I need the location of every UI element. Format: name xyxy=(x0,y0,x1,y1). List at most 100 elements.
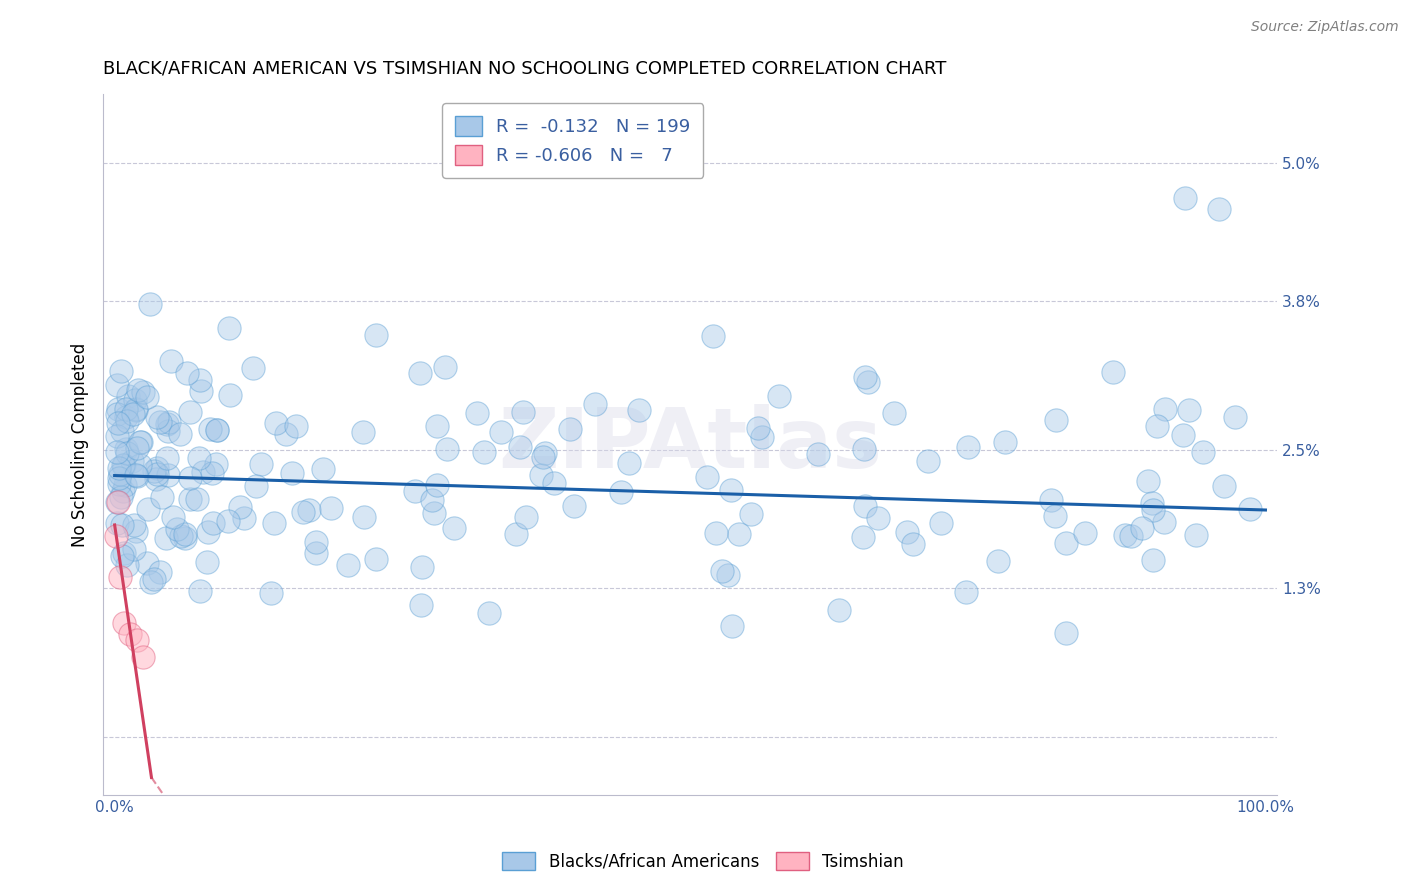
Point xyxy=(112,546,135,560)
Point xyxy=(512,405,534,419)
Point xyxy=(107,402,129,417)
Point xyxy=(112,483,135,498)
Point xyxy=(229,500,252,515)
Point xyxy=(124,524,146,538)
Point xyxy=(233,510,256,524)
Point xyxy=(124,517,146,532)
Point xyxy=(1171,427,1194,442)
Point xyxy=(136,556,159,570)
Point xyxy=(115,442,138,456)
Point xyxy=(105,429,128,443)
Point xyxy=(853,499,876,513)
Point xyxy=(198,422,221,436)
Point xyxy=(443,521,465,535)
Point xyxy=(901,536,924,550)
Point xyxy=(107,476,129,491)
Point xyxy=(987,554,1010,568)
Point xyxy=(352,425,374,440)
Point xyxy=(217,514,239,528)
Point xyxy=(250,457,273,471)
Point xyxy=(285,418,308,433)
Point xyxy=(117,389,139,403)
Point xyxy=(509,440,531,454)
Point xyxy=(562,500,585,514)
Point xyxy=(1114,528,1136,542)
Point xyxy=(218,321,240,335)
Y-axis label: No Schooling Completed: No Schooling Completed xyxy=(72,343,89,547)
Point xyxy=(426,478,449,492)
Point xyxy=(264,416,287,430)
Point xyxy=(141,575,163,590)
Point xyxy=(1208,202,1230,217)
Point xyxy=(260,586,283,600)
Point xyxy=(531,450,554,465)
Point xyxy=(747,420,769,434)
Point xyxy=(1174,191,1197,205)
Point xyxy=(207,423,229,437)
Point xyxy=(883,406,905,420)
Point xyxy=(263,516,285,531)
Point xyxy=(710,564,733,578)
Point xyxy=(114,477,136,491)
Point xyxy=(1136,474,1159,488)
Point xyxy=(108,467,131,482)
Point xyxy=(127,468,149,483)
Point xyxy=(132,649,155,664)
Point xyxy=(1223,410,1246,425)
Point xyxy=(170,529,193,543)
Point xyxy=(107,417,129,431)
Point xyxy=(105,407,128,421)
Text: ZIPAtlas: ZIPAtlas xyxy=(498,404,882,485)
Point xyxy=(115,414,138,428)
Point xyxy=(957,440,980,454)
Point xyxy=(628,403,651,417)
Point xyxy=(827,603,849,617)
Point xyxy=(186,492,208,507)
Point xyxy=(1140,496,1163,510)
Point xyxy=(955,585,977,599)
Point xyxy=(1177,403,1199,417)
Point xyxy=(696,470,718,484)
Point xyxy=(149,415,172,429)
Point xyxy=(1239,501,1261,516)
Point xyxy=(740,507,762,521)
Point xyxy=(110,364,132,378)
Point xyxy=(297,503,319,517)
Point xyxy=(1102,365,1125,379)
Point xyxy=(132,385,155,400)
Point xyxy=(188,450,211,465)
Point xyxy=(292,505,315,519)
Point xyxy=(1045,413,1067,427)
Point xyxy=(108,460,131,475)
Point xyxy=(364,552,387,566)
Point xyxy=(1142,553,1164,567)
Point xyxy=(433,360,456,375)
Point xyxy=(409,366,432,380)
Text: Source: ZipAtlas.com: Source: ZipAtlas.com xyxy=(1251,20,1399,34)
Point xyxy=(366,328,388,343)
Point xyxy=(717,567,740,582)
Point xyxy=(353,509,375,524)
Point xyxy=(149,565,172,579)
Point xyxy=(478,606,501,620)
Point xyxy=(110,491,132,505)
Point xyxy=(145,472,167,486)
Text: BLACK/AFRICAN AMERICAN VS TSIMSHIAN NO SCHOOLING COMPLETED CORRELATION CHART: BLACK/AFRICAN AMERICAN VS TSIMSHIAN NO S… xyxy=(103,60,946,78)
Point xyxy=(135,390,157,404)
Point xyxy=(1192,445,1215,459)
Point xyxy=(155,531,177,545)
Point xyxy=(150,490,173,504)
Point xyxy=(108,471,131,485)
Point xyxy=(156,417,179,431)
Point xyxy=(188,373,211,387)
Point xyxy=(190,384,212,398)
Point xyxy=(856,375,879,389)
Point xyxy=(111,424,134,438)
Point xyxy=(426,419,449,434)
Point xyxy=(105,529,128,543)
Point xyxy=(411,598,433,612)
Point xyxy=(118,627,141,641)
Point xyxy=(107,495,129,509)
Point xyxy=(143,464,166,478)
Point xyxy=(896,525,918,540)
